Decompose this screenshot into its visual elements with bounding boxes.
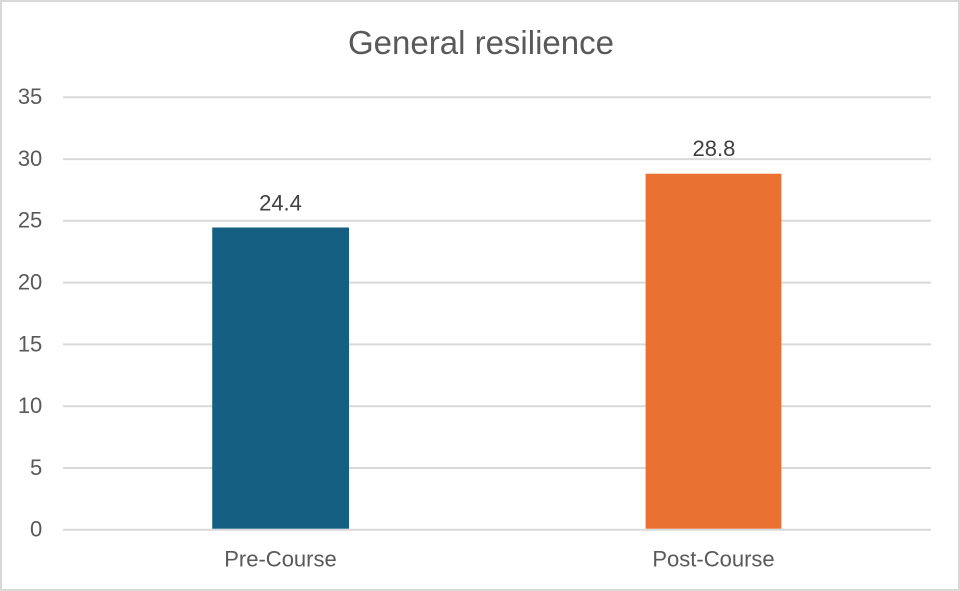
svg-text:10: 10 (18, 393, 42, 418)
svg-text:20: 20 (18, 270, 42, 295)
svg-text:25: 25 (18, 208, 42, 233)
svg-text:35: 35 (18, 84, 42, 109)
svg-text:28.8: 28.8 (692, 136, 735, 161)
svg-text:General resilience: General resilience (348, 24, 614, 61)
svg-text:Post-Course: Post-Course (652, 547, 774, 572)
svg-text:24.4: 24.4 (259, 190, 302, 215)
svg-text:15: 15 (18, 331, 42, 356)
svg-text:0: 0 (30, 517, 42, 542)
svg-text:5: 5 (30, 455, 42, 480)
svg-text:30: 30 (18, 146, 42, 171)
svg-text:Pre-Course: Pre-Course (224, 547, 336, 572)
